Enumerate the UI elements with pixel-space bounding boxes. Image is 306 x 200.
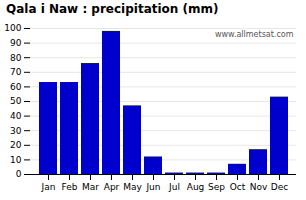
- svg-text:10: 10: [10, 155, 22, 165]
- svg-text:Aug: Aug: [187, 182, 205, 192]
- svg-text:Jan: Jan: [41, 182, 56, 192]
- svg-text:Nov: Nov: [250, 182, 268, 192]
- svg-text:80: 80: [10, 53, 22, 63]
- html-text:Qala i Naw : precipitation (mm: Qala i Naw : precipitation (mm): [6, 2, 219, 16]
- svg-text:Feb: Feb: [62, 182, 78, 192]
- svg-text:Apr: Apr: [104, 182, 120, 192]
- svg-text:20: 20: [10, 140, 22, 150]
- svg-text:May: May: [123, 182, 142, 192]
- svg-text:Jun: Jun: [145, 182, 160, 192]
- svg-text:0: 0: [16, 169, 22, 179]
- svg-text:50: 50: [10, 96, 22, 106]
- svg-text:www.allmetsat.com: www.allmetsat.com: [215, 30, 294, 39]
- svg-text:Mar: Mar: [82, 182, 99, 192]
- svg-text:100: 100: [4, 23, 21, 33]
- svg-text:90: 90: [10, 38, 22, 48]
- svg-text:40: 40: [10, 111, 22, 121]
- svg-text:Jul: Jul: [168, 182, 180, 192]
- svg-text:60: 60: [10, 82, 22, 92]
- svg-text:Dec: Dec: [271, 182, 288, 192]
- svg-text:Oct: Oct: [230, 182, 246, 192]
- svg-text:70: 70: [10, 67, 22, 77]
- svg-text:Sep: Sep: [208, 182, 225, 192]
- svg-text:30: 30: [10, 126, 22, 136]
